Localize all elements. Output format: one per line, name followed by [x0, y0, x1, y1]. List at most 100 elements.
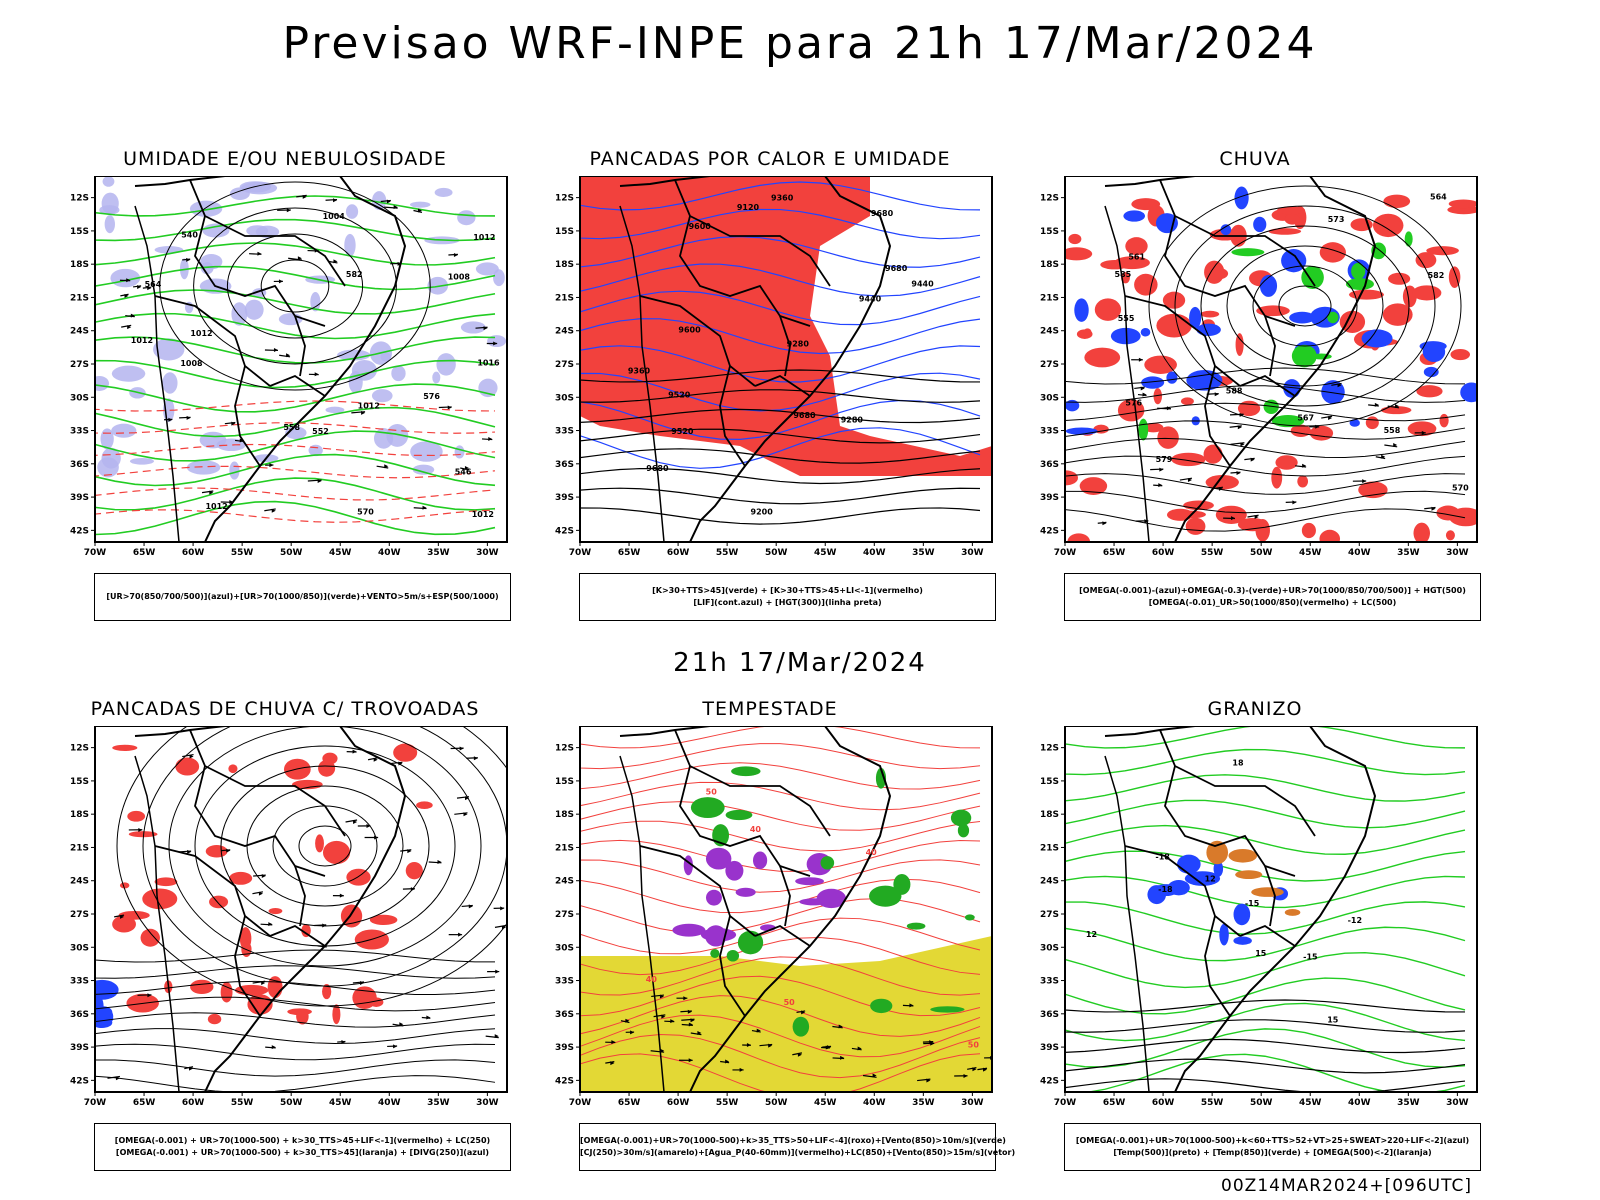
streamline	[95, 1075, 496, 1092]
humidity-700-area	[95, 375, 110, 391]
lat-label: 18S	[1040, 260, 1059, 270]
rain-area	[1309, 425, 1334, 441]
pacific-coastline	[134, 205, 180, 542]
severe-storm-area	[816, 888, 847, 909]
rain-area	[1412, 285, 1442, 301]
thunderstorm-area	[190, 979, 214, 995]
lat-label: 27S	[70, 910, 89, 920]
humidity-700-area	[371, 389, 393, 403]
hgt500-contour	[1252, 265, 1358, 347]
thunderstorm-area	[119, 882, 130, 889]
map: 12S 15S 18S 21S 24S 27S 30S 33S 36S 39S 42S 70W 65W 6…	[70, 726, 508, 1108]
border-line	[1204, 915, 1231, 1017]
streamline-arrow-head	[353, 819, 358, 824]
wind-arrow-head	[229, 500, 234, 505]
lat-label: 21S	[555, 293, 574, 303]
lat-label: 30S	[70, 393, 89, 403]
precipitable-water-contour	[580, 995, 981, 1037]
streamline-arrow-head	[501, 925, 506, 930]
humidity-850-contour	[95, 430, 496, 462]
severe-storm-area	[706, 889, 722, 906]
temp850-contour	[1065, 1053, 1466, 1092]
wind-arrow	[1368, 404, 1379, 407]
thunderstorm-area	[268, 908, 283, 915]
lat-label: 24S	[70, 327, 89, 337]
wind850-vector-head	[625, 1018, 630, 1023]
instability-area	[580, 176, 992, 476]
humidity-850-contour	[95, 195, 496, 217]
contour-label: 567	[1297, 414, 1314, 423]
border-line	[1124, 845, 1241, 937]
streamline-arrow-head	[393, 1044, 398, 1049]
thunderstorm-area	[352, 986, 377, 1010]
humidity-700-area	[475, 262, 499, 276]
humidity-700-area	[202, 223, 230, 238]
wind850-area	[950, 809, 972, 827]
lon-label: 70W	[1054, 1098, 1077, 1108]
contour-label: 564	[1430, 193, 1447, 202]
coastline	[1104, 726, 1377, 1092]
border-line	[154, 295, 271, 387]
streamline-arrow-head	[458, 932, 463, 937]
border-line	[189, 729, 346, 837]
hail-area	[1233, 903, 1251, 926]
border-line	[269, 374, 326, 397]
strong-omega-area	[1291, 344, 1317, 368]
rain-area	[1068, 233, 1082, 245]
lon-label: 55W	[1201, 548, 1224, 558]
contour-label: 576	[1125, 398, 1142, 407]
wind850-vector-head	[697, 1030, 702, 1035]
omega500-area	[1228, 848, 1258, 863]
rain-area	[1416, 385, 1443, 398]
streamline-arrow	[114, 914, 125, 918]
omega-area	[1220, 224, 1232, 236]
wind850-vector-head	[797, 1052, 802, 1057]
thunderstorm-area	[112, 744, 138, 751]
hail-area	[1233, 936, 1252, 945]
wind-arrow-head	[257, 251, 262, 256]
wind850-area	[906, 922, 926, 930]
lon-label: 30W	[1446, 1098, 1469, 1108]
lat-label: 42S	[555, 1076, 574, 1086]
omega500-area	[1284, 909, 1301, 916]
wind-arrow-head	[1159, 467, 1164, 472]
temp850-contour	[1065, 1028, 1466, 1068]
wind-arrow-head	[127, 325, 132, 330]
streamline-arrow-head	[399, 1022, 404, 1027]
rain-area	[1185, 517, 1206, 535]
lon-label: 60W	[1152, 548, 1175, 558]
contour-label: 9600	[689, 222, 712, 231]
wind850-vector-head	[661, 1014, 666, 1019]
lat-label: 30S	[1040, 943, 1059, 953]
lon-label: 40W	[1348, 548, 1371, 558]
wind-arrow-head	[168, 417, 173, 422]
border-line	[639, 295, 756, 387]
rain-area	[1276, 206, 1306, 215]
lat-label: 36S	[1040, 1010, 1059, 1020]
country-outlines	[134, 726, 407, 1092]
pacific-coastline	[1104, 205, 1150, 542]
wind-arrow-head	[1328, 416, 1333, 421]
lon-label: 45W	[814, 548, 837, 558]
wind850-vector	[653, 1014, 666, 1018]
divergence-area	[95, 979, 119, 1000]
humidity-700-area	[111, 365, 146, 382]
wind-arrow-head	[1315, 424, 1320, 429]
wind-arrow-head	[1362, 479, 1367, 484]
omega-area	[1140, 328, 1151, 337]
lat-label: 12S	[70, 194, 89, 204]
streamline	[95, 1028, 496, 1044]
humidity-850-contour	[95, 312, 496, 340]
coastline	[619, 176, 892, 542]
contour-label: 558	[283, 423, 300, 432]
wind-arrow-head	[1142, 392, 1147, 397]
wind-arrow-head	[302, 194, 307, 199]
wind-arrow-head	[493, 341, 498, 346]
contour-label: 15	[1255, 949, 1267, 958]
precipitable-water-contour	[580, 839, 981, 872]
lat-label: 30S	[1040, 393, 1059, 403]
lon-label: 65W	[133, 1098, 156, 1108]
wind850-vector-head	[659, 994, 664, 999]
wind850-vector-head	[972, 1067, 977, 1072]
wind-arrow-head	[1231, 516, 1236, 521]
